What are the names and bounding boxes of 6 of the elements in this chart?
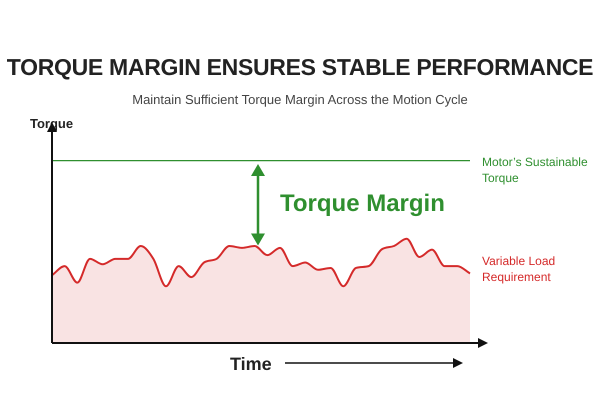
- x-axis-title: Time: [230, 354, 272, 375]
- series-label: Variable Load Requirement: [482, 253, 556, 286]
- annotation: Torque Margin: [280, 190, 445, 218]
- series-label: Motor’s Sustainable Torque: [482, 154, 589, 186]
- chart-subtitle: Maintain Sufficient Torque Margin Across the Motion Cycle: [131, 92, 469, 107]
- chart-title: TORQUE MARGIN ENSURES STABLE PERFORMANCE: [6, 54, 594, 81]
